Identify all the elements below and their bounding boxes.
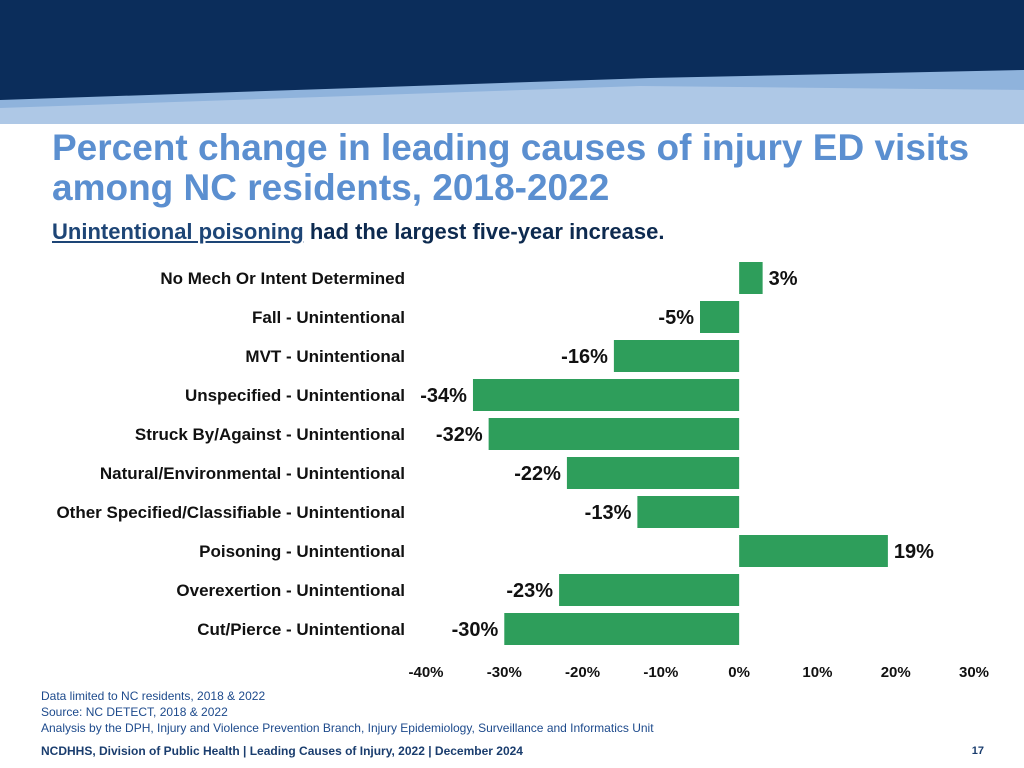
note-line: Analysis by the DPH, Injury and Violence… [41, 721, 654, 735]
category-label: Other Specified/Classifiable - Unintenti… [56, 503, 405, 522]
x-tick-label: -30% [487, 664, 522, 681]
slide-footer: NCDHHS, Division of Public Health | Lead… [41, 744, 523, 758]
bar-chart: No Mech Or Intent Determined 3% Fall - Uni… [56, 262, 989, 681]
data-label: -30% [452, 619, 499, 641]
bar [637, 496, 740, 528]
category-label: Cut/Pierce - Unintentional [197, 620, 405, 639]
x-tick-label: -20% [565, 664, 600, 681]
data-label: -5% [658, 307, 694, 329]
note-line: Source: NC DETECT, 2018 & 2022 [41, 705, 228, 719]
category-label: Fall - Unintentional [252, 308, 405, 327]
page-number: 17 [971, 745, 984, 757]
x-tick-label: -10% [643, 664, 678, 681]
x-tick-label: 20% [881, 664, 911, 681]
slide-subtitle: Unintentional poisoning had the largest … [52, 219, 664, 245]
note-line: Data limited to NC residents, 2018 & 202… [41, 689, 266, 703]
bar [559, 574, 740, 606]
category-label: Overexertion - Unintentional [176, 581, 405, 600]
category-label: Natural/Environmental - Unintentional [100, 464, 405, 483]
x-tick-label: 0% [728, 664, 750, 681]
data-label: 3% [769, 268, 798, 290]
bar [488, 418, 740, 450]
slide-title: Percent change in leading causes of inju… [52, 127, 970, 208]
bar [613, 340, 740, 372]
header-banner [0, 0, 1024, 124]
bar [739, 535, 888, 567]
data-label: -22% [514, 463, 561, 485]
category-label: No Mech Or Intent Determined [160, 269, 405, 288]
category-label: Poisoning - Unintentional [199, 542, 405, 561]
x-tick-label: 30% [959, 664, 989, 681]
bar [566, 457, 740, 489]
data-label: -34% [420, 385, 467, 407]
data-label: 19% [894, 541, 934, 563]
data-label: -16% [561, 346, 608, 368]
subtitle-rest: had the largest five-year increase. [303, 219, 665, 244]
bar [472, 379, 740, 411]
category-label: Unspecified - Unintentional [185, 386, 405, 405]
subtitle-highlight: Unintentional poisoning [52, 219, 304, 244]
bar [739, 262, 763, 294]
data-label: -32% [436, 424, 483, 446]
bar [700, 301, 740, 333]
x-tick-label: -40% [408, 664, 443, 681]
data-label: -23% [506, 580, 553, 602]
bar [504, 613, 740, 645]
source-notes: Data limited to NC residents, 2018 & 202… [41, 688, 654, 736]
data-label: -13% [585, 502, 632, 524]
category-label: Struck By/Against - Unintentional [135, 425, 405, 444]
x-tick-label: 10% [802, 664, 832, 681]
category-label: MVT - Unintentional [245, 347, 405, 366]
